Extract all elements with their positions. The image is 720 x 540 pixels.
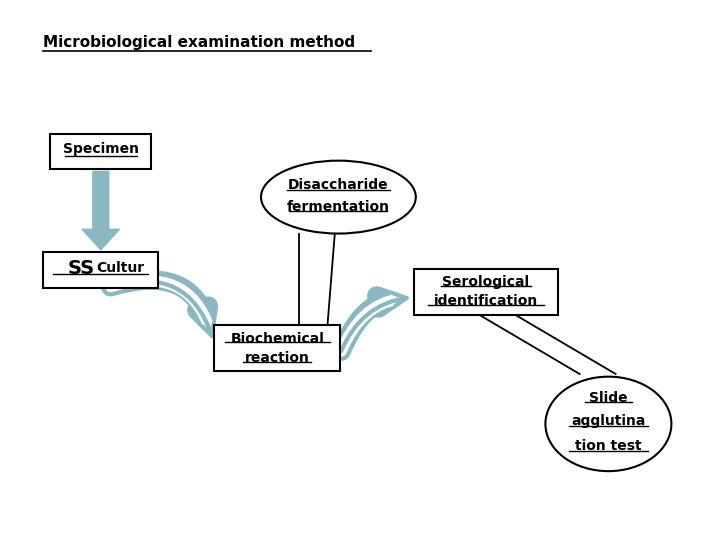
Text: Slide: Slide [589, 391, 628, 405]
Text: reaction: reaction [245, 351, 310, 365]
FancyBboxPatch shape [414, 268, 558, 314]
FancyBboxPatch shape [50, 134, 151, 168]
Text: Cultur: Cultur [96, 261, 145, 275]
Text: fermentation: fermentation [287, 200, 390, 214]
Text: Biochemical: Biochemical [230, 332, 324, 346]
Text: Specimen: Specimen [63, 142, 139, 156]
Ellipse shape [261, 161, 416, 233]
FancyBboxPatch shape [215, 325, 340, 372]
Text: Microbiological examination method: Microbiological examination method [43, 35, 356, 50]
Text: agglutina: agglutina [571, 414, 646, 428]
FancyBboxPatch shape [43, 252, 158, 287]
Ellipse shape [546, 377, 671, 471]
Text: identification: identification [434, 294, 538, 308]
FancyArrow shape [82, 172, 120, 249]
Text: Serological: Serological [442, 275, 530, 289]
Text: SS: SS [68, 259, 95, 278]
Text: Disaccharide: Disaccharide [288, 178, 389, 192]
Text: tion test: tion test [575, 438, 642, 453]
